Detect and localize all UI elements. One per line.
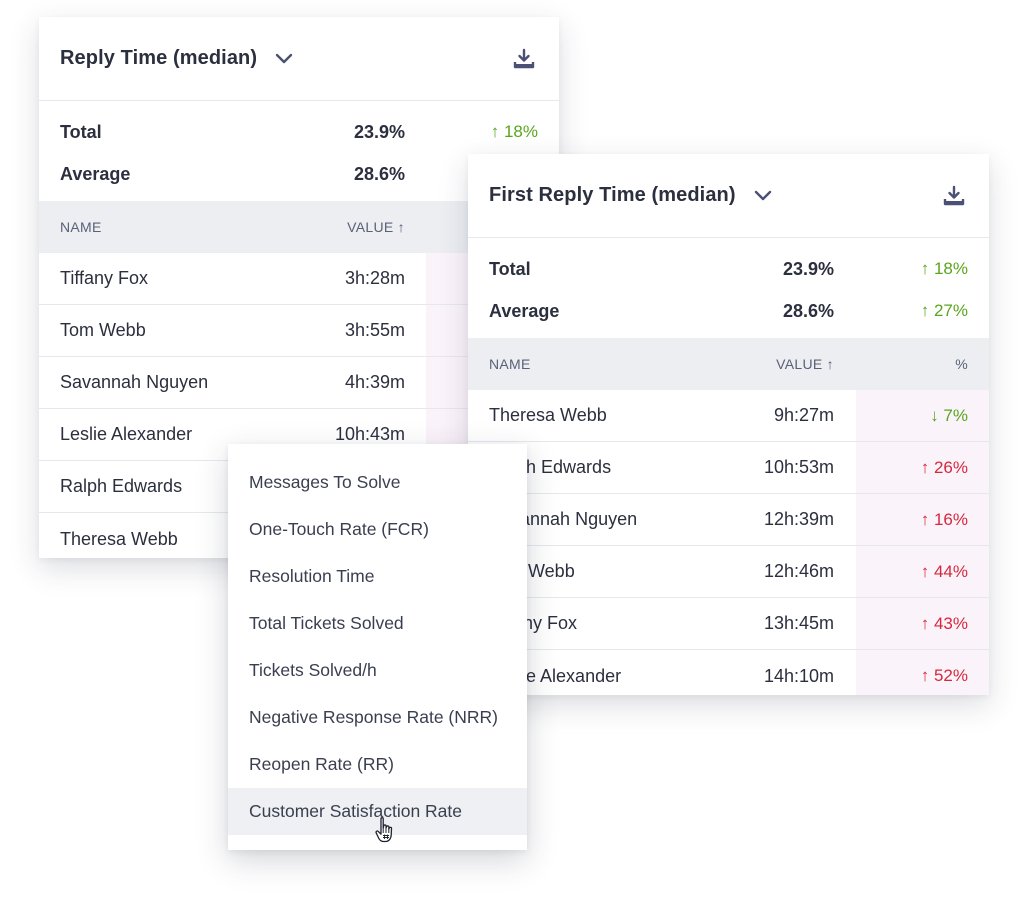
card-title: First Reply Time (median) xyxy=(489,184,736,206)
summary-value: 23.9% xyxy=(782,258,834,279)
summary-change: ↑ 18% xyxy=(920,259,968,278)
card-title: Reply Time (median) xyxy=(60,47,258,69)
summary-label: Total xyxy=(489,258,531,279)
column-header-name[interactable]: NAME xyxy=(489,356,531,372)
row-pct: ↑ 43% xyxy=(856,598,989,649)
menu-item[interactable]: Total Tickets Solved xyxy=(249,613,404,633)
summary-label: Average xyxy=(60,163,131,184)
summary-label: Average xyxy=(489,300,560,321)
row-value: 10h:43m xyxy=(334,424,405,444)
table-row[interactable]: Savannah Nguyen 12h:39m ↑ 16% xyxy=(468,494,989,546)
summary-row-total: Total 23.9% ↑ 18% xyxy=(489,248,968,290)
menu-item[interactable]: Tickets Solved/h xyxy=(249,660,377,680)
row-value: 4h:39m xyxy=(344,372,405,392)
row-name: Savannah Nguyen xyxy=(60,372,209,392)
column-header-value[interactable]: VALUE ↑ xyxy=(776,356,834,372)
menu-item-hovered[interactable]: Customer Satisfaction Rate xyxy=(228,788,527,835)
row-pct: ↑ 44% xyxy=(856,546,989,597)
row-pct: ↑ 16% xyxy=(856,494,989,545)
row-pct: ↑ 52% xyxy=(856,650,989,695)
chevron-down-icon[interactable] xyxy=(275,53,293,65)
column-header-pct[interactable]: % xyxy=(955,356,968,372)
card-header: Reply Time (median) xyxy=(39,17,559,101)
menu-item-label: Customer Satisfaction Rate xyxy=(249,801,463,821)
row-name: Tom Webb xyxy=(60,320,146,340)
table-body: Theresa Webb 9h:27m ↓ 7% Ralph Edwards 10h:… xyxy=(468,390,989,695)
column-header-name[interactable]: NAME xyxy=(60,219,102,235)
row-name: Theresa Webb xyxy=(489,405,607,425)
row-value: 3h:55m xyxy=(344,320,405,340)
menu-item[interactable]: Negative Response Rate (NRR) xyxy=(249,707,498,727)
row-value: 12h:46m xyxy=(763,561,834,581)
card-header: First Reply Time (median) xyxy=(468,154,989,238)
table-header: NAME VALUE ↑ % xyxy=(468,338,989,390)
row-name: Ralph Edwards xyxy=(60,476,183,496)
chevron-down-icon[interactable] xyxy=(754,190,772,202)
row-value: 10h:53m xyxy=(763,457,834,477)
summary-value: 23.9% xyxy=(353,121,405,142)
row-value: 9h:27m xyxy=(773,405,834,425)
table-row[interactable]: Tom Webb 12h:46m ↑ 44% xyxy=(468,546,989,598)
table-row[interactable]: Leslie Alexander 14h:10m ↑ 52% xyxy=(468,650,989,695)
table-row[interactable]: Ralph Edwards 10h:53m ↑ 26% xyxy=(468,442,989,494)
menu-item[interactable]: Reopen Rate (RR) xyxy=(249,754,394,774)
row-name: Tiffany Fox xyxy=(60,268,149,288)
summary: Total 23.9% ↑ 18% Average 28.6% ↑ 27% xyxy=(468,238,989,338)
summary: Total 23.9% ↑ 18% Average 28.6% xyxy=(39,101,559,201)
first-reply-time-card: First Reply Time (median) Total 23.9% ↑ … xyxy=(468,154,989,695)
row-name: Theresa Webb xyxy=(60,528,178,549)
download-icon[interactable] xyxy=(513,48,535,70)
row-pct: ↓ 7% xyxy=(856,390,989,441)
summary-row-total: Total 23.9% ↑ 18% xyxy=(60,111,538,153)
summary-row-average: Average 28.6% xyxy=(60,153,538,195)
column-header-value[interactable]: VALUE ↑ xyxy=(347,219,405,235)
row-pct: ↑ 26% xyxy=(856,442,989,493)
metric-dropdown-menu: Messages To Solve One-Touch Rate (FCR) R… xyxy=(228,444,527,850)
download-icon[interactable] xyxy=(943,185,965,207)
table-row[interactable]: Tiffany Fox 13h:45m ↑ 43% xyxy=(468,598,989,650)
menu-item[interactable]: Resolution Time xyxy=(249,566,375,586)
summary-row-average: Average 28.6% ↑ 27% xyxy=(489,290,968,332)
row-name: Leslie Alexander xyxy=(60,424,193,444)
menu-item[interactable]: One-Touch Rate (FCR) xyxy=(249,519,429,539)
summary-value: 28.6% xyxy=(353,163,405,184)
summary-value: 28.6% xyxy=(782,300,834,321)
row-value: 12h:39m xyxy=(763,509,834,529)
menu-item[interactable]: Messages To Solve xyxy=(249,472,401,492)
row-value: 3h:28m xyxy=(344,268,405,288)
table-row[interactable]: Theresa Webb 9h:27m ↓ 7% xyxy=(468,390,989,442)
row-value: 14h:10m xyxy=(763,665,834,686)
summary-change: ↑ 27% xyxy=(920,301,968,320)
summary-change: ↑ 18% xyxy=(490,122,538,141)
hand-pointer-icon xyxy=(375,817,393,843)
summary-label: Total xyxy=(60,121,102,142)
row-value: 13h:45m xyxy=(763,613,834,633)
